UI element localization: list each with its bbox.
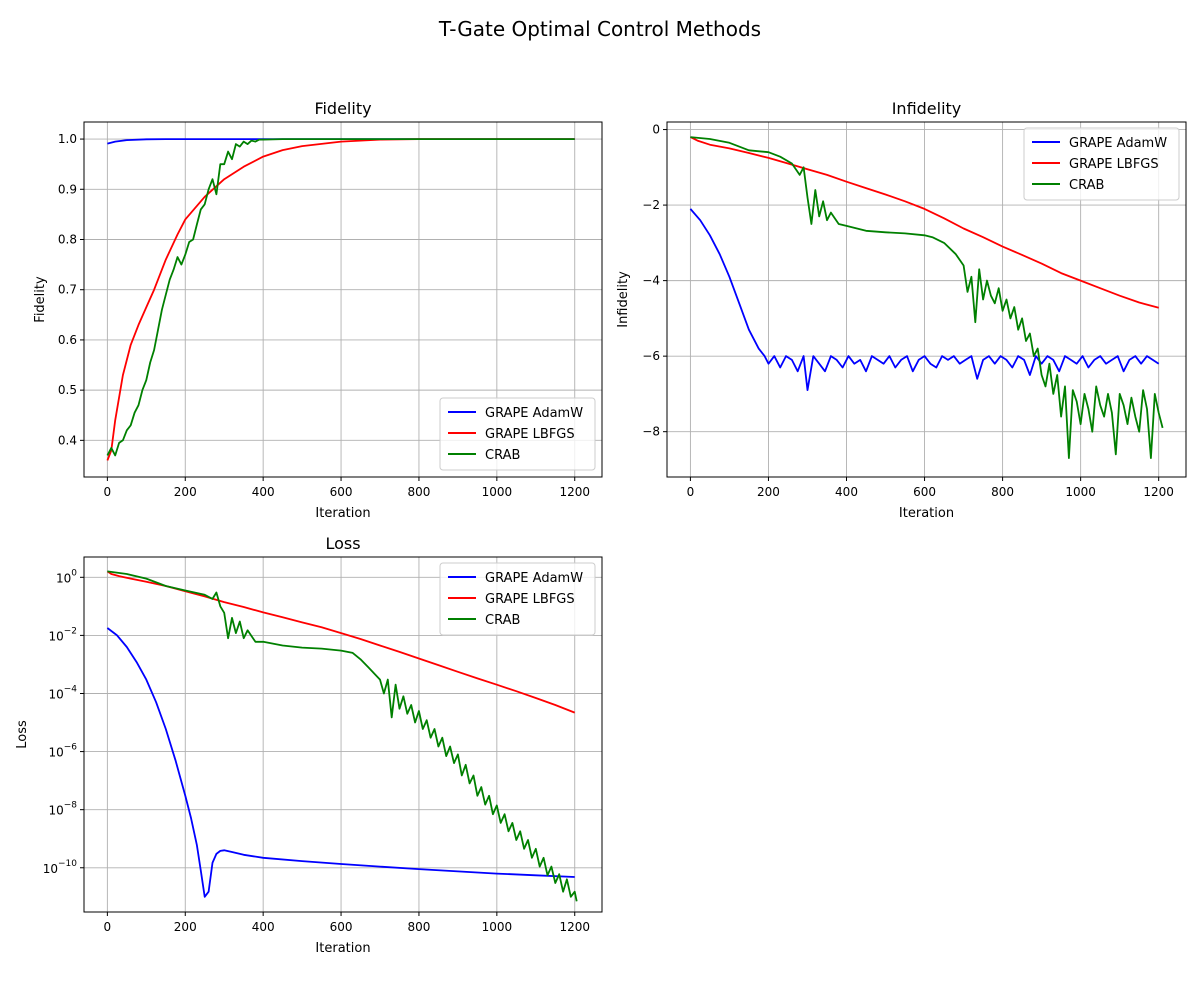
loss-ytick-label: 10−2: [48, 626, 77, 643]
infidelity-xtick-label: 1000: [1065, 485, 1096, 499]
loss-xtick-label: 600: [330, 920, 353, 934]
loss-legend-label-grape-lbfgs: GRAPE LBFGS: [485, 592, 575, 607]
fidelity-ytick-label: 0.7: [58, 283, 77, 297]
infidelity-xtick-label: 1200: [1143, 485, 1174, 499]
infidelity-ytick-label: 0: [652, 123, 660, 137]
loss-title: Loss: [325, 534, 360, 553]
fidelity-legend: GRAPE AdamW GRAPE LBFGS CRAB: [439, 397, 596, 471]
loss-ytick-label: 10−4: [48, 684, 77, 701]
fidelity-legend-label-grape-lbfgs: GRAPE LBFGS: [485, 427, 575, 442]
fidelity-subplot: 0 200 400 600 800 1000 1200 0.4 0.5 0.6 0.7 0.8 0.9 1…: [33, 99, 603, 521]
infidelity-ytick-label: −4: [642, 274, 660, 288]
loss-xtick-label: 400: [252, 920, 275, 934]
fidelity-legend-frame: [439, 397, 596, 471]
fidelity-xtick-label: 400: [252, 485, 275, 499]
fidelity-xtick-label: 1000: [482, 485, 513, 499]
loss-ytick-label: 10−6: [48, 743, 77, 760]
fidelity-ytick-label: 0.8: [58, 232, 77, 246]
fidelity-legend-label-grape-adamw: GRAPE AdamW: [485, 406, 583, 421]
infidelity-xlabel: Iteration: [899, 506, 954, 521]
infidelity-ytick-label: −2: [642, 198, 660, 212]
loss-legend: GRAPE AdamW GRAPE LBFGS CRAB: [439, 562, 596, 636]
fidelity-ytick-label: 0.9: [58, 182, 77, 196]
infidelity-xtick-label: 200: [757, 485, 780, 499]
infidelity-legend-frame: [1023, 127, 1180, 201]
infidelity-legend: GRAPE AdamW GRAPE LBFGS CRAB: [1023, 127, 1180, 201]
figure-title: T-Gate Optimal Control Methods: [438, 17, 761, 41]
loss-xtick-label: 1200: [559, 920, 590, 934]
fidelity-ytick-label: 0.4: [58, 433, 77, 447]
fidelity-ylabel: Fidelity: [33, 276, 48, 323]
loss-xtick-label: 1000: [482, 920, 513, 934]
loss-axes-frame: [83, 556, 603, 913]
infidelity-series-group: [689, 136, 1164, 460]
fidelity-xtick-label: 800: [407, 485, 430, 499]
loss-series-grape-lbfgs: [106, 570, 576, 714]
loss-xtick-label: 800: [407, 920, 430, 934]
loss-series-group: [106, 570, 578, 902]
loss-ytick-label: 10−10: [43, 859, 78, 876]
fidelity-legend-label-crab: CRAB: [485, 448, 520, 463]
infidelity-ytick-label: −8: [642, 425, 660, 439]
loss-legend-label-grape-adamw: GRAPE AdamW: [485, 571, 583, 586]
loss-ylabel: Loss: [15, 720, 30, 749]
loss-xtick-label: 200: [174, 920, 197, 934]
fidelity-xlabel: Iteration: [315, 506, 370, 521]
infidelity-xtick-label: 800: [991, 485, 1014, 499]
fidelity-xtick-label: 0: [104, 485, 112, 499]
loss-ytick-label: 10−8: [48, 801, 77, 818]
fidelity-axes-frame: [83, 121, 603, 478]
loss-series-crab: [107, 570, 578, 902]
infidelity-xtick-label: 0: [687, 485, 695, 499]
loss-legend-label-crab: CRAB: [485, 613, 520, 628]
loss-subplot: 0 200 400 600 800 1000 1200 10−10 10−8 10−6 10−4 10…: [15, 534, 603, 956]
infidelity-legend-label-grape-lbfgs: GRAPE LBFGS: [1069, 157, 1159, 172]
infidelity-subplot: 0 200 400 600 800 1000 1200 −8 −6 −4 −2 0 Infidelity…: [616, 99, 1187, 521]
fidelity-xtick-label: 600: [330, 485, 353, 499]
loss-ytick-label: 100: [56, 568, 77, 585]
infidelity-ytick-label: −6: [642, 349, 660, 363]
infidelity-legend-label-crab: CRAB: [1069, 178, 1104, 193]
fidelity-xtick-label: 200: [174, 485, 197, 499]
infidelity-series-crab: [690, 136, 1164, 460]
infidelity-axes-frame: [666, 121, 1187, 478]
fidelity-series-group: [106, 138, 575, 461]
loss-xtick-label: 0: [104, 920, 112, 934]
fidelity-xtick-label: 1200: [559, 485, 590, 499]
infidelity-legend-label-grape-adamw: GRAPE AdamW: [1069, 136, 1167, 151]
fidelity-series-grape-lbfgs: [106, 138, 575, 461]
fidelity-series-crab: [106, 138, 575, 457]
fidelity-ytick-label: 1.0: [58, 132, 77, 146]
fidelity-ytick-label: 0.6: [58, 333, 77, 347]
infidelity-series-grape-lbfgs: [690, 136, 1159, 309]
infidelity-title: Infidelity: [892, 99, 962, 118]
infidelity-xtick-label: 600: [913, 485, 936, 499]
fidelity-title: Fidelity: [314, 99, 371, 118]
loss-series-grape-adamw: [106, 627, 575, 898]
loss-legend-frame: [439, 562, 596, 636]
fidelity-ytick-label: 0.5: [58, 383, 77, 397]
loss-grid: [84, 557, 602, 912]
infidelity-xtick-label: 400: [835, 485, 858, 499]
infidelity-series-grape-adamw: [689, 208, 1160, 392]
loss-xlabel: Iteration: [315, 941, 370, 956]
infidelity-ylabel: Infidelity: [616, 271, 631, 328]
